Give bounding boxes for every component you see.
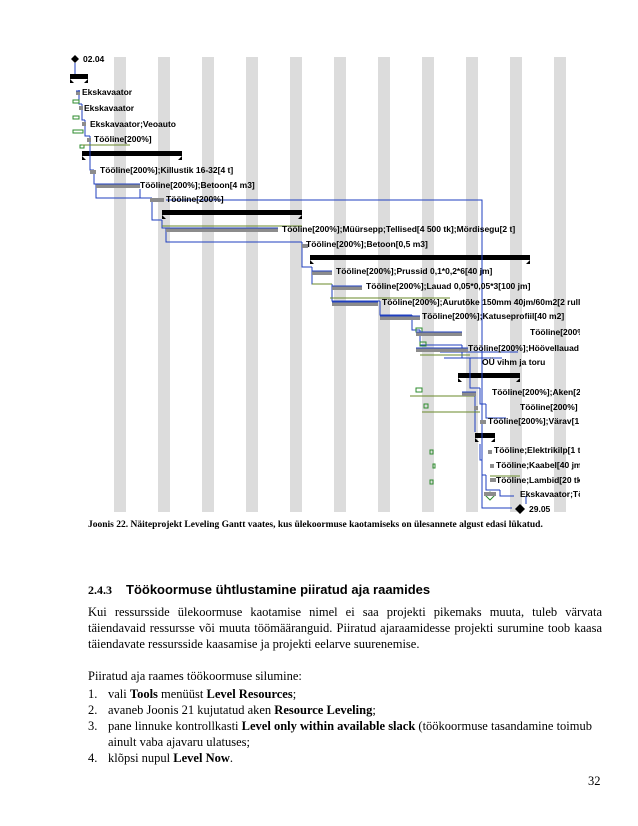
section-number: 2.4.3 bbox=[88, 583, 112, 597]
task-label: Tööline;Lambid[20 tk] bbox=[496, 475, 580, 485]
task-label: Tööline[200%];Prussid 0,1*0,2*6[40 jm] bbox=[336, 266, 493, 276]
paragraph: Kui ressursside ülekoormuse kaotamise ni… bbox=[88, 605, 602, 651]
page-number: 32 bbox=[588, 774, 601, 788]
paragraph-intro: Piiratud aja raames töökoormuse silumine… bbox=[88, 669, 302, 683]
end-milestone-icon bbox=[515, 504, 525, 514]
list-item: 3. pane linnuke kontrollkasti Level only … bbox=[88, 718, 602, 750]
list-text: . bbox=[229, 751, 234, 765]
task-label: Ekskavaator;Veoauto bbox=[90, 119, 176, 129]
command-name: Level Resources bbox=[206, 687, 293, 701]
project-end: 29.05 bbox=[515, 504, 551, 514]
task-label: Tööline[200%];Müürsepp;Tellised[4 500 tk… bbox=[282, 224, 515, 234]
task-label: Tööline[200%] bbox=[520, 402, 578, 412]
task-label: Ekskavaator bbox=[84, 103, 135, 113]
list-item: 2. avaneb Joonis 21 kujutatud aken Resour… bbox=[88, 702, 602, 718]
list-number: 4. bbox=[88, 751, 98, 765]
checkbox-name: Level only within available slack bbox=[241, 719, 416, 733]
task-label: Ekskavaator;Tööline bbox=[520, 489, 580, 499]
section-title: Töökoormuse ühtlustamine piiratud aja ra… bbox=[126, 582, 431, 597]
steps-list: 1. vali Tools menüüst Level Resources; 2.… bbox=[88, 686, 602, 766]
section-heading: 2.4.3 Töökoormuse ühtlustamine piiratud a… bbox=[88, 582, 430, 598]
figure-caption: Joonis 22. Näiteprojekt Leveling Gantt v… bbox=[88, 520, 543, 530]
task-label: Ekskavaator bbox=[82, 87, 133, 97]
list-text: ; bbox=[292, 687, 297, 701]
menu-name: Tools bbox=[129, 687, 158, 701]
baseline-lines bbox=[82, 144, 520, 477]
list-text: avaneb Joonis 21 kujutatud aken bbox=[108, 703, 275, 717]
task-label: Tööline[200%];Värav[1 tk] bbox=[488, 416, 580, 426]
task-label: Tööline[200%] bbox=[530, 327, 580, 337]
list-number: 2. bbox=[88, 703, 98, 717]
task-label: Tööline[200%] bbox=[94, 134, 152, 144]
task-label: Tööline;Kaabel[40 jm] bbox=[496, 460, 580, 470]
button-name: Level Now bbox=[173, 751, 230, 765]
task-label: Tööline[200%];Aurutõke 150mm 40jm/60m2[2… bbox=[382, 297, 580, 307]
list-text: menüüst bbox=[157, 687, 207, 701]
list-text: klõpsi nupul bbox=[108, 751, 174, 765]
task-label: Tööline[200%];Killustik 16-32[4 t] bbox=[100, 165, 233, 175]
task-label: OÜ vihm ja toru bbox=[482, 357, 545, 367]
task-label: Tööline[200%];Höövellauad 0,02*0 bbox=[468, 343, 580, 353]
list-text: ; bbox=[372, 703, 376, 717]
project-start: 02.04 bbox=[70, 54, 105, 83]
weekend-shading bbox=[114, 57, 566, 512]
list-text: vali bbox=[108, 687, 130, 701]
task-label: Tööline[200%];Lauad 0,05*0,05*3[100 jm] bbox=[366, 281, 531, 291]
list-item: 4. klõpsi nupul Level Now. bbox=[88, 750, 602, 766]
task-label: Tööline[200%];Betoon[0,5 m3] bbox=[306, 239, 428, 249]
list-number: 1. bbox=[88, 687, 98, 701]
task-label: Tööline;Elektrikilp[1 tk] bbox=[494, 445, 580, 455]
list-text: (töökoormuse tasandamine toimub ainult v… bbox=[108, 719, 592, 749]
start-date-label: 02.04 bbox=[83, 54, 105, 64]
task-label: Tööline[200%];Katuseprofiil[40 m2] bbox=[422, 311, 564, 321]
gantt-svg: 02.04 bbox=[70, 54, 580, 514]
list-item: 1. vali Tools menüüst Level Resources; bbox=[88, 686, 602, 702]
list-number: 3. bbox=[88, 719, 98, 733]
start-milestone-icon bbox=[71, 55, 79, 63]
gantt-chart: 02.04 bbox=[70, 52, 580, 522]
window-name: Resource Leveling bbox=[274, 703, 373, 717]
task-label: Tööline[200%] bbox=[166, 194, 224, 204]
summary-bars bbox=[82, 151, 530, 442]
task-bars bbox=[76, 90, 496, 496]
task-label: Tööline[200%];Aken[2 tk] bbox=[492, 387, 580, 397]
list-text: pane linnuke kontrollkasti bbox=[108, 719, 242, 733]
end-date-label: 29.05 bbox=[529, 504, 551, 514]
task-label: Tööline[200%];Betoon[4 m3] bbox=[140, 180, 255, 190]
task-labels: Ekskavaator Ekskavaator Ekskavaator;Veoa… bbox=[82, 87, 580, 499]
